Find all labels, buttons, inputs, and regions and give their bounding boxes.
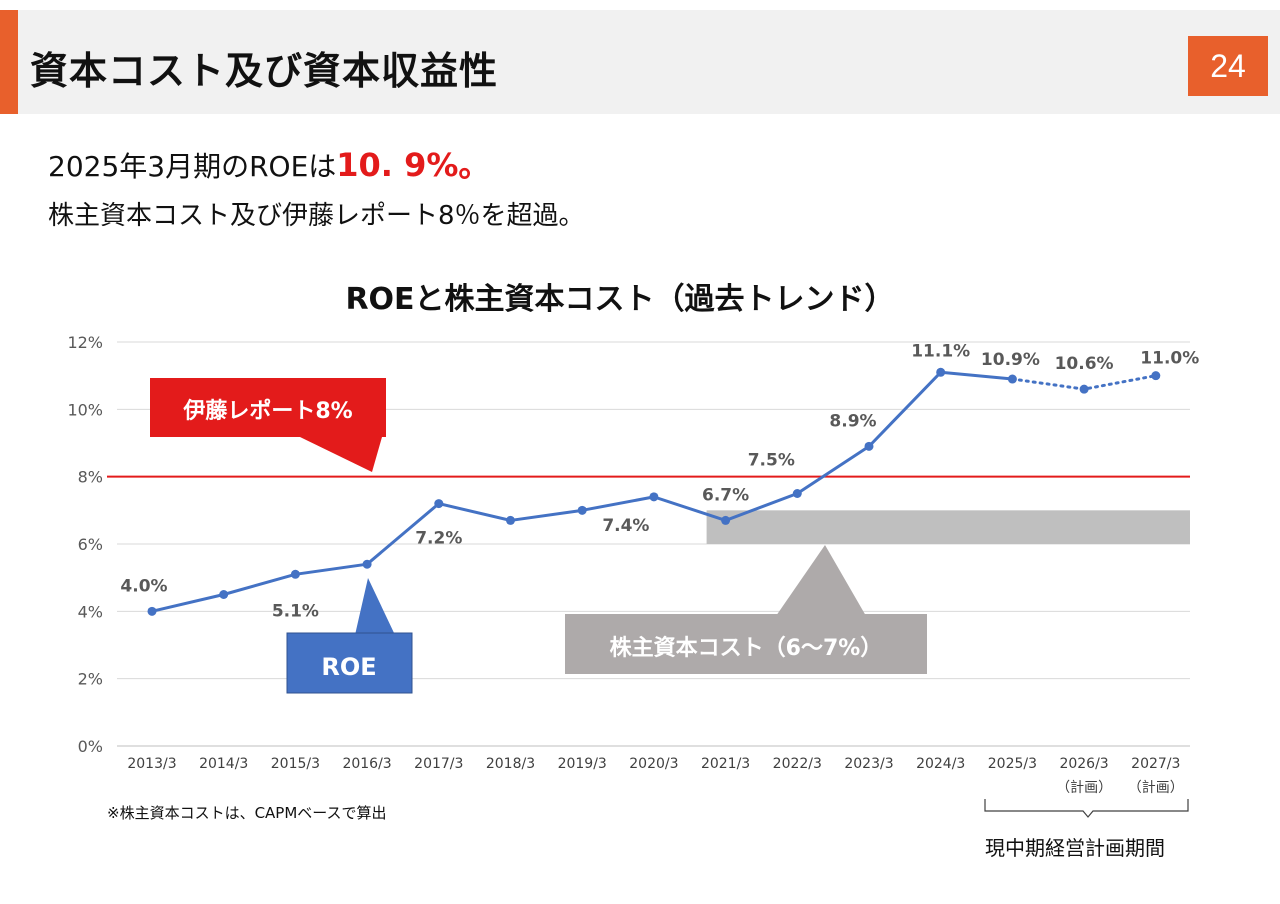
- headline-highlight: 10. 9%。: [336, 146, 491, 184]
- x-tick-label: 2018/3: [486, 756, 535, 772]
- x-tick-label: 2019/3: [558, 756, 607, 772]
- chart-title: ROEと株主資本コスト（過去トレンド）: [345, 282, 895, 317]
- x-tick-label: 2022/3: [773, 756, 822, 772]
- header-bar: 資本コスト及び資本収益性: [0, 10, 1280, 114]
- x-tick-label: 2023/3: [844, 756, 893, 772]
- roe-callout-pointer: [355, 578, 395, 635]
- roe-point: [290, 569, 300, 579]
- x-tick-label: 2013/3: [127, 756, 176, 772]
- roe-data-label: 11.0%: [1140, 349, 1199, 369]
- roe-point: [577, 505, 587, 515]
- y-tick-label: 12%: [67, 333, 103, 352]
- ito-report-callout-pointer: [300, 437, 382, 472]
- roe-point: [649, 492, 659, 502]
- roe-data-label: 7.2%: [415, 529, 462, 549]
- cost-callout-box: [565, 614, 927, 674]
- x-tick-label: 2015/3: [271, 756, 320, 772]
- headline-prefix: 2025年3月期のROEは: [48, 150, 337, 183]
- roe-point: [1007, 374, 1017, 384]
- cost-callout-pointer: [776, 545, 866, 616]
- x-tick-label: 2024/3: [916, 756, 965, 772]
- roe-data-label: 5.1%: [272, 601, 319, 621]
- y-tick-label: 8%: [78, 468, 103, 487]
- roe-data-label: 4.0%: [120, 576, 167, 596]
- ito-report-callout-label: 伊藤レポート8%: [182, 398, 352, 424]
- roe-data-label: 10.6%: [1055, 354, 1114, 374]
- roe-data-label: 7.4%: [602, 516, 649, 536]
- roe-point: [362, 559, 372, 569]
- headline: 2025年3月期のROEは10. 9%。: [48, 140, 490, 186]
- y-tick-label: 4%: [78, 602, 103, 621]
- roe-data-label: 10.9%: [981, 350, 1040, 370]
- footnote: ※株主資本コストは、CAPMベースで算出: [107, 804, 387, 822]
- roe-point: [792, 489, 802, 498]
- roe-point: [506, 515, 515, 525]
- page-title: 資本コスト及び資本収益性: [30, 49, 499, 93]
- x-tick-label: 2021/3: [701, 756, 750, 772]
- y-tick-label: 2%: [78, 670, 103, 689]
- roe-point: [864, 441, 874, 451]
- header-accent: [0, 10, 18, 114]
- x-tick-label: 2020/3: [629, 756, 678, 772]
- roe-data-label: 6.7%: [702, 485, 749, 505]
- x-tick-label: 2016/3: [342, 756, 391, 772]
- y-tick-label: 6%: [78, 535, 103, 554]
- roe-data-label: 8.9%: [829, 411, 876, 431]
- page-number: 24: [1188, 36, 1268, 96]
- roe-point: [721, 515, 731, 525]
- x-tick-label: 2027/3: [1131, 756, 1180, 772]
- plan-period-bracket: [984, 799, 1189, 818]
- roe-callout-box: [286, 632, 413, 694]
- roe-point: [434, 499, 444, 509]
- y-tick-label: 10%: [67, 400, 103, 419]
- ito-report-callout-box: [150, 378, 386, 437]
- roe-data-label: 7.5%: [748, 451, 795, 471]
- x-tick-sublabel: （計画）: [1128, 780, 1184, 796]
- x-tick-label: 2014/3: [199, 756, 248, 772]
- cost-callout-label: 株主資本コスト（6～7%）: [610, 635, 883, 661]
- roe-callout-label: ROE: [321, 653, 376, 681]
- x-tick-sublabel: （計画）: [1056, 780, 1112, 796]
- subline: 株主資本コスト及び伊藤レポート8％を超過。: [48, 201, 585, 231]
- roe-point: [147, 606, 157, 616]
- y-tick-label: 0%: [78, 737, 103, 756]
- roe-point: [219, 590, 229, 599]
- period-label: 現中期経営計画期間: [985, 836, 1165, 860]
- x-tick-label: 2026/3: [1059, 756, 1108, 772]
- roe-point: [1151, 371, 1161, 381]
- x-tick-label: 2025/3: [988, 756, 1037, 772]
- cost-of-equity-band: [706, 510, 1190, 544]
- roe-point: [936, 367, 946, 377]
- roe-data-label: 11.1%: [911, 341, 970, 361]
- roe-point: [1079, 384, 1089, 394]
- x-tick-label: 2017/3: [414, 756, 463, 772]
